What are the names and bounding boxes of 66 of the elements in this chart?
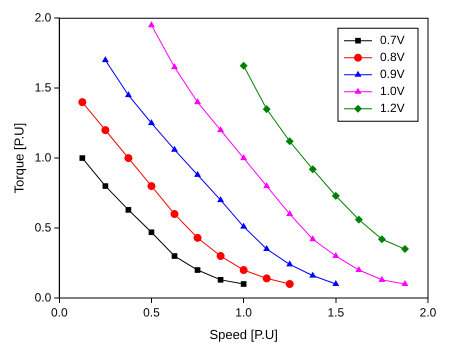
point: [354, 216, 363, 224]
point: [401, 280, 408, 286]
point: [80, 155, 86, 161]
point: [148, 229, 154, 236]
point: [147, 182, 156, 190]
point: [170, 210, 179, 218]
point: [286, 260, 294, 266]
legend-label: 1.2V: [380, 101, 405, 116]
y-tick-label: 2.0: [34, 10, 52, 25]
point: [172, 253, 178, 259]
point: [378, 235, 386, 244]
y-tick-label: 1.0: [34, 150, 52, 164]
point: [400, 245, 409, 254]
point: [263, 245, 270, 252]
point: [240, 281, 246, 287]
point: [148, 21, 155, 28]
point: [217, 196, 224, 202]
x-tick-label: 0.5: [143, 306, 160, 320]
point: [124, 91, 132, 98]
point: [194, 98, 202, 104]
x-tick-label: 1.5: [327, 306, 344, 320]
point: [378, 276, 386, 282]
point: [102, 56, 109, 62]
point: [194, 267, 200, 273]
legend-label: 1.0V: [380, 84, 405, 98]
point: [240, 154, 248, 160]
point: [263, 182, 270, 188]
x-axis-title: Speed [P.U]: [209, 326, 278, 342]
legend-label: 0.8V: [380, 50, 405, 64]
legend-label: 0.9V: [380, 67, 405, 82]
point: [332, 280, 340, 286]
point: [102, 183, 108, 189]
y-tick-label: 1.5: [34, 80, 52, 94]
x-tick-label: 2.0: [420, 306, 437, 320]
x-tick-label: 0.0: [50, 306, 68, 320]
point: [171, 63, 178, 70]
point: [262, 274, 271, 282]
point: [286, 280, 294, 288]
point: [124, 154, 132, 162]
point: [216, 252, 225, 260]
point: [217, 126, 224, 132]
point: [262, 105, 271, 114]
y-tick-label: 0.0: [34, 290, 52, 304]
point: [240, 222, 248, 229]
x-tick-label: 1.0: [235, 306, 252, 320]
point: [101, 126, 110, 134]
y-tick-label: 0.5: [34, 220, 52, 234]
point: [308, 165, 317, 174]
point: [332, 192, 340, 200]
point: [194, 234, 202, 242]
y-axis-title: Torque [P.U]: [11, 122, 26, 194]
point: [78, 98, 86, 106]
point: [240, 62, 248, 70]
point: [286, 137, 294, 146]
legend-label: 0.7V: [380, 33, 405, 48]
point: [286, 210, 294, 216]
point: [309, 235, 316, 242]
point: [355, 266, 362, 272]
point: [126, 207, 132, 213]
point: [194, 170, 202, 177]
point: [148, 119, 155, 126]
point: [171, 146, 178, 152]
point: [218, 276, 224, 283]
point: [332, 252, 340, 258]
point: [309, 272, 316, 278]
point: [240, 266, 248, 274]
